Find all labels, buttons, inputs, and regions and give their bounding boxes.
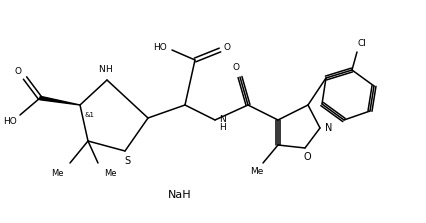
Text: HO: HO	[3, 116, 17, 126]
Text: H: H	[219, 124, 226, 132]
Text: Me: Me	[52, 169, 64, 178]
Text: O: O	[223, 43, 230, 52]
Text: N: N	[325, 123, 332, 133]
Text: NaH: NaH	[168, 190, 191, 200]
Text: O: O	[14, 68, 21, 76]
Polygon shape	[40, 96, 80, 105]
Text: Me: Me	[104, 169, 116, 178]
Text: N: N	[98, 66, 105, 74]
Text: H: H	[105, 66, 112, 74]
Text: O: O	[232, 62, 239, 72]
Text: HO: HO	[153, 43, 167, 52]
Text: N: N	[219, 114, 226, 124]
Text: S: S	[124, 156, 130, 166]
Text: Cl: Cl	[357, 39, 366, 48]
Text: Me: Me	[250, 167, 263, 176]
Text: O: O	[302, 152, 310, 162]
Text: &1: &1	[85, 112, 95, 118]
